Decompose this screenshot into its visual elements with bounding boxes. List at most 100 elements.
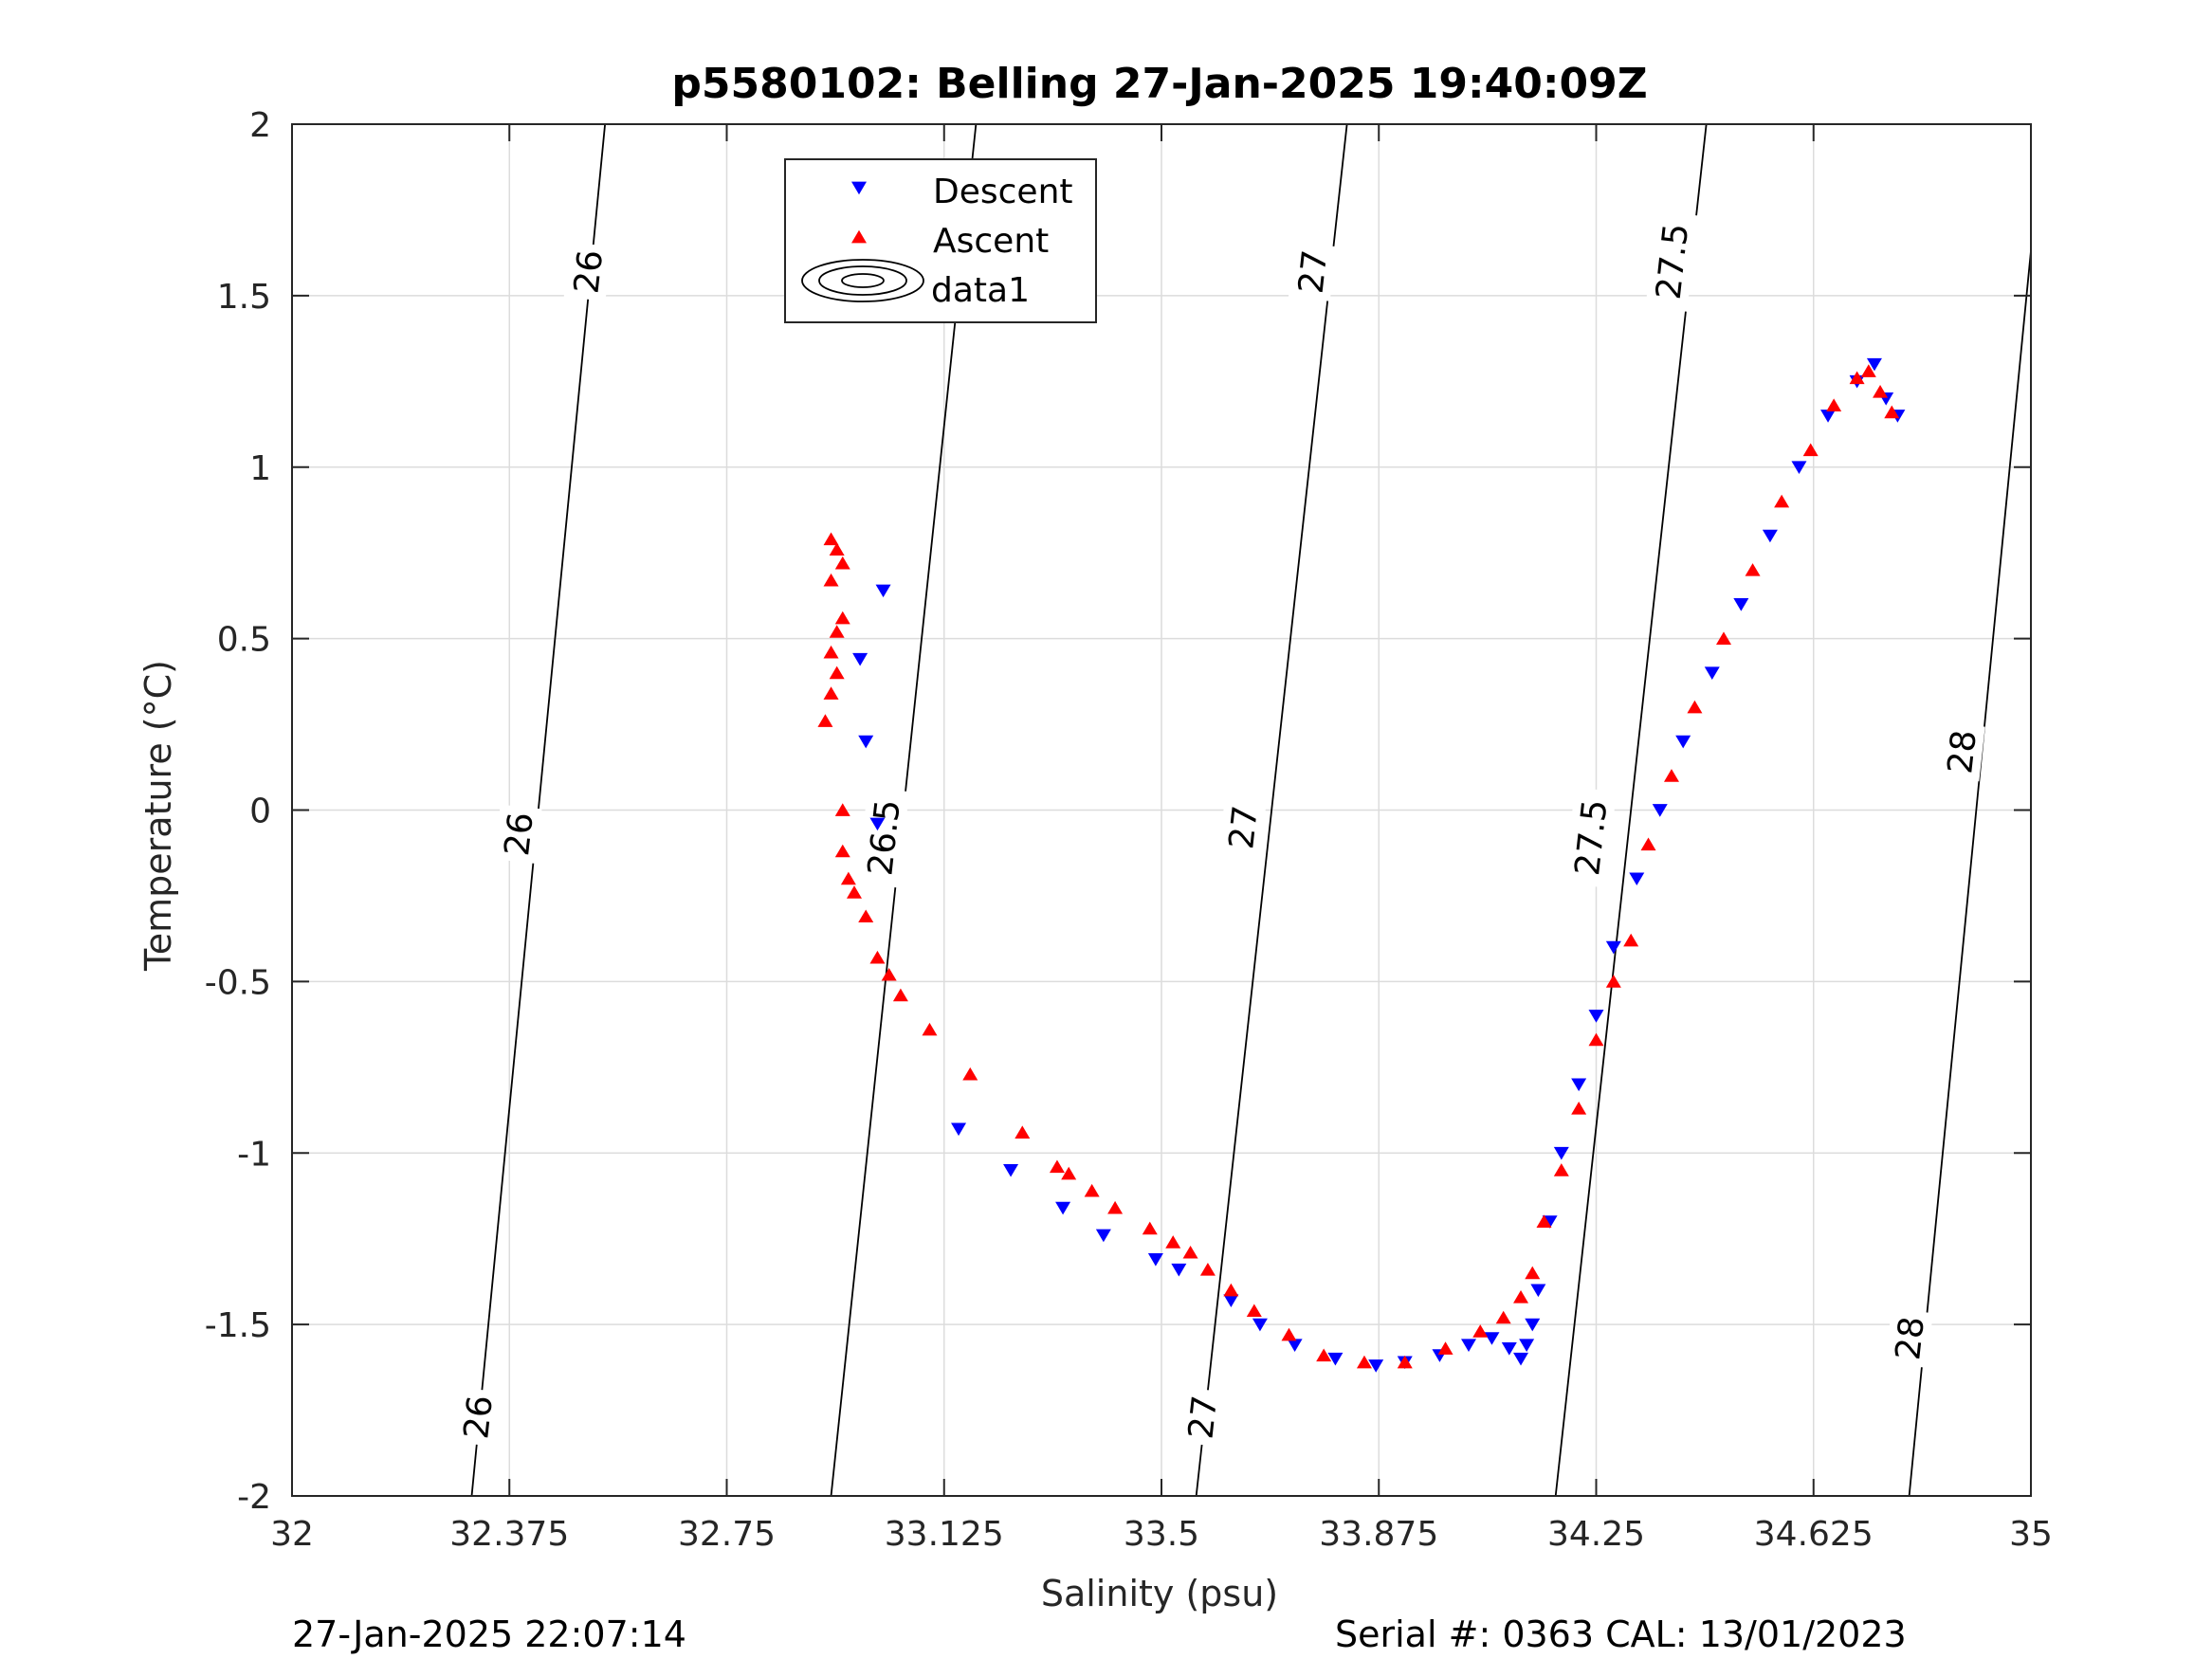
descent-point [1513, 1352, 1529, 1366]
ascent-point [1663, 769, 1679, 782]
ascent-point [1246, 1304, 1262, 1318]
contour-label-text: 27 [1222, 804, 1266, 851]
ascent-point [1849, 371, 1865, 385]
ascent-point [1860, 364, 1876, 377]
ascent-point [1107, 1200, 1124, 1214]
descent-point [1791, 461, 1807, 474]
ascent-point [1588, 1032, 1604, 1047]
y-tick-label: -2 [237, 1478, 271, 1517]
y-tick-label: 0 [249, 793, 271, 831]
ascent-point [1571, 1102, 1587, 1115]
ascent-point [1715, 631, 1731, 646]
y-tick-label: 1 [249, 449, 271, 488]
x-tick-label: 32.75 [678, 1515, 776, 1554]
data-points [817, 357, 1906, 1373]
ascent-point [1472, 1324, 1489, 1338]
ascent-point [1142, 1221, 1158, 1235]
contour-label-bg [1288, 242, 1336, 301]
descent-point [1147, 1252, 1163, 1267]
contour-label: 28 [1937, 721, 1985, 782]
contour-label-text: 26 [498, 811, 541, 858]
descent-point [1461, 1339, 1477, 1353]
y-axis-label: Temperature (°C) [137, 660, 179, 972]
ascent-point [834, 844, 850, 858]
contour-label-bg [1563, 787, 1617, 888]
legend-entry-2: data1 [931, 271, 1030, 310]
x-tick-label: 34.25 [1547, 1515, 1645, 1554]
ascent-point [1356, 1355, 1372, 1369]
ascent-point [1495, 1310, 1511, 1324]
descent-point [1327, 1352, 1344, 1366]
ascent-point [1397, 1355, 1413, 1369]
ascent-point [869, 950, 886, 964]
chart-title: p5580102: Belling 27-Jan-2025 19:40:09Z [671, 60, 1647, 108]
footer-timestamp: 27-Jan-2025 22:07:14 [292, 1613, 686, 1655]
contour-label: 27.5 [1563, 787, 1617, 888]
ascent-point [1316, 1348, 1332, 1362]
ascent-point [1061, 1166, 1077, 1180]
contour-label-bg [1178, 1387, 1226, 1448]
ascent-point [829, 665, 845, 680]
descent-point [1652, 804, 1668, 817]
descent-point [858, 735, 874, 749]
legend-contour-marker [801, 259, 924, 302]
ascent-point [1640, 837, 1656, 851]
y-tick-label: -1.5 [205, 1306, 271, 1345]
ascent-point [834, 556, 850, 570]
descent-point [1501, 1342, 1517, 1356]
x-tick-label: 33.125 [885, 1515, 1004, 1554]
descent-point [1095, 1229, 1111, 1243]
y-tick-label: 0.5 [217, 621, 271, 660]
ascent-point [1513, 1289, 1529, 1304]
ascent-point [1623, 933, 1639, 947]
descent-point [1484, 1332, 1500, 1345]
legend-entry-1: Ascent [933, 222, 1049, 261]
ascent-point [1182, 1245, 1198, 1259]
contour-label: 27 [1288, 242, 1336, 301]
ascent-point [962, 1066, 978, 1081]
legend-entry-0: Descent [933, 173, 1073, 211]
descent-point [1525, 1318, 1541, 1332]
ascent-point [834, 803, 850, 816]
contour-line-28 [1908, 250, 2031, 1496]
contour-label: 27.5 [1645, 210, 1698, 312]
contour-label-text: 27 [1292, 248, 1336, 296]
ascent-point [1774, 494, 1790, 508]
ascent-point [1015, 1125, 1031, 1139]
axis-ticks: 32 32.375 32.75 33.125 33.5 33.875 34.25 34.625… [205, 106, 2053, 1554]
descent-point [1171, 1263, 1187, 1277]
ascent-point [858, 909, 874, 923]
x-tick-label: 33.5 [1124, 1515, 1199, 1554]
ascent-point [1553, 1163, 1569, 1176]
ascent-point [1223, 1283, 1239, 1297]
legend-descent-marker [851, 181, 867, 195]
x-axis-label: Salinity (psu) [1041, 1573, 1278, 1614]
contour-label-bg [1885, 1308, 1933, 1368]
descent-point [852, 652, 868, 666]
contour-label-text: 27.5 [1650, 222, 1697, 301]
x-tick-label: 33.875 [1319, 1515, 1438, 1554]
y-tick-label: -1 [237, 1135, 271, 1174]
contour-label: 28 [1885, 1308, 1933, 1368]
ascent-point [840, 871, 856, 885]
descent-point [1629, 872, 1645, 886]
descent-point [951, 1122, 967, 1137]
ascent-point [834, 611, 850, 625]
contour-label: 26 [453, 1387, 502, 1448]
ascent-point [1281, 1327, 1297, 1341]
contour-label-bg [1645, 210, 1698, 312]
ascent-point [1525, 1266, 1541, 1280]
contour-label-bg [494, 804, 542, 865]
ascent-point [922, 1022, 938, 1036]
ascent-point [846, 885, 862, 899]
contour-line-27.5 [1554, 124, 1708, 1496]
ascent-point [1199, 1263, 1216, 1276]
descent-point [1605, 940, 1621, 955]
descent-point [1519, 1339, 1535, 1353]
contour-label-text: 27 [1181, 1394, 1225, 1441]
ascent-point [1437, 1341, 1453, 1355]
descent-point [1588, 1010, 1604, 1023]
ascent-point [823, 532, 839, 546]
x-tick-label: 34.625 [1754, 1515, 1874, 1554]
